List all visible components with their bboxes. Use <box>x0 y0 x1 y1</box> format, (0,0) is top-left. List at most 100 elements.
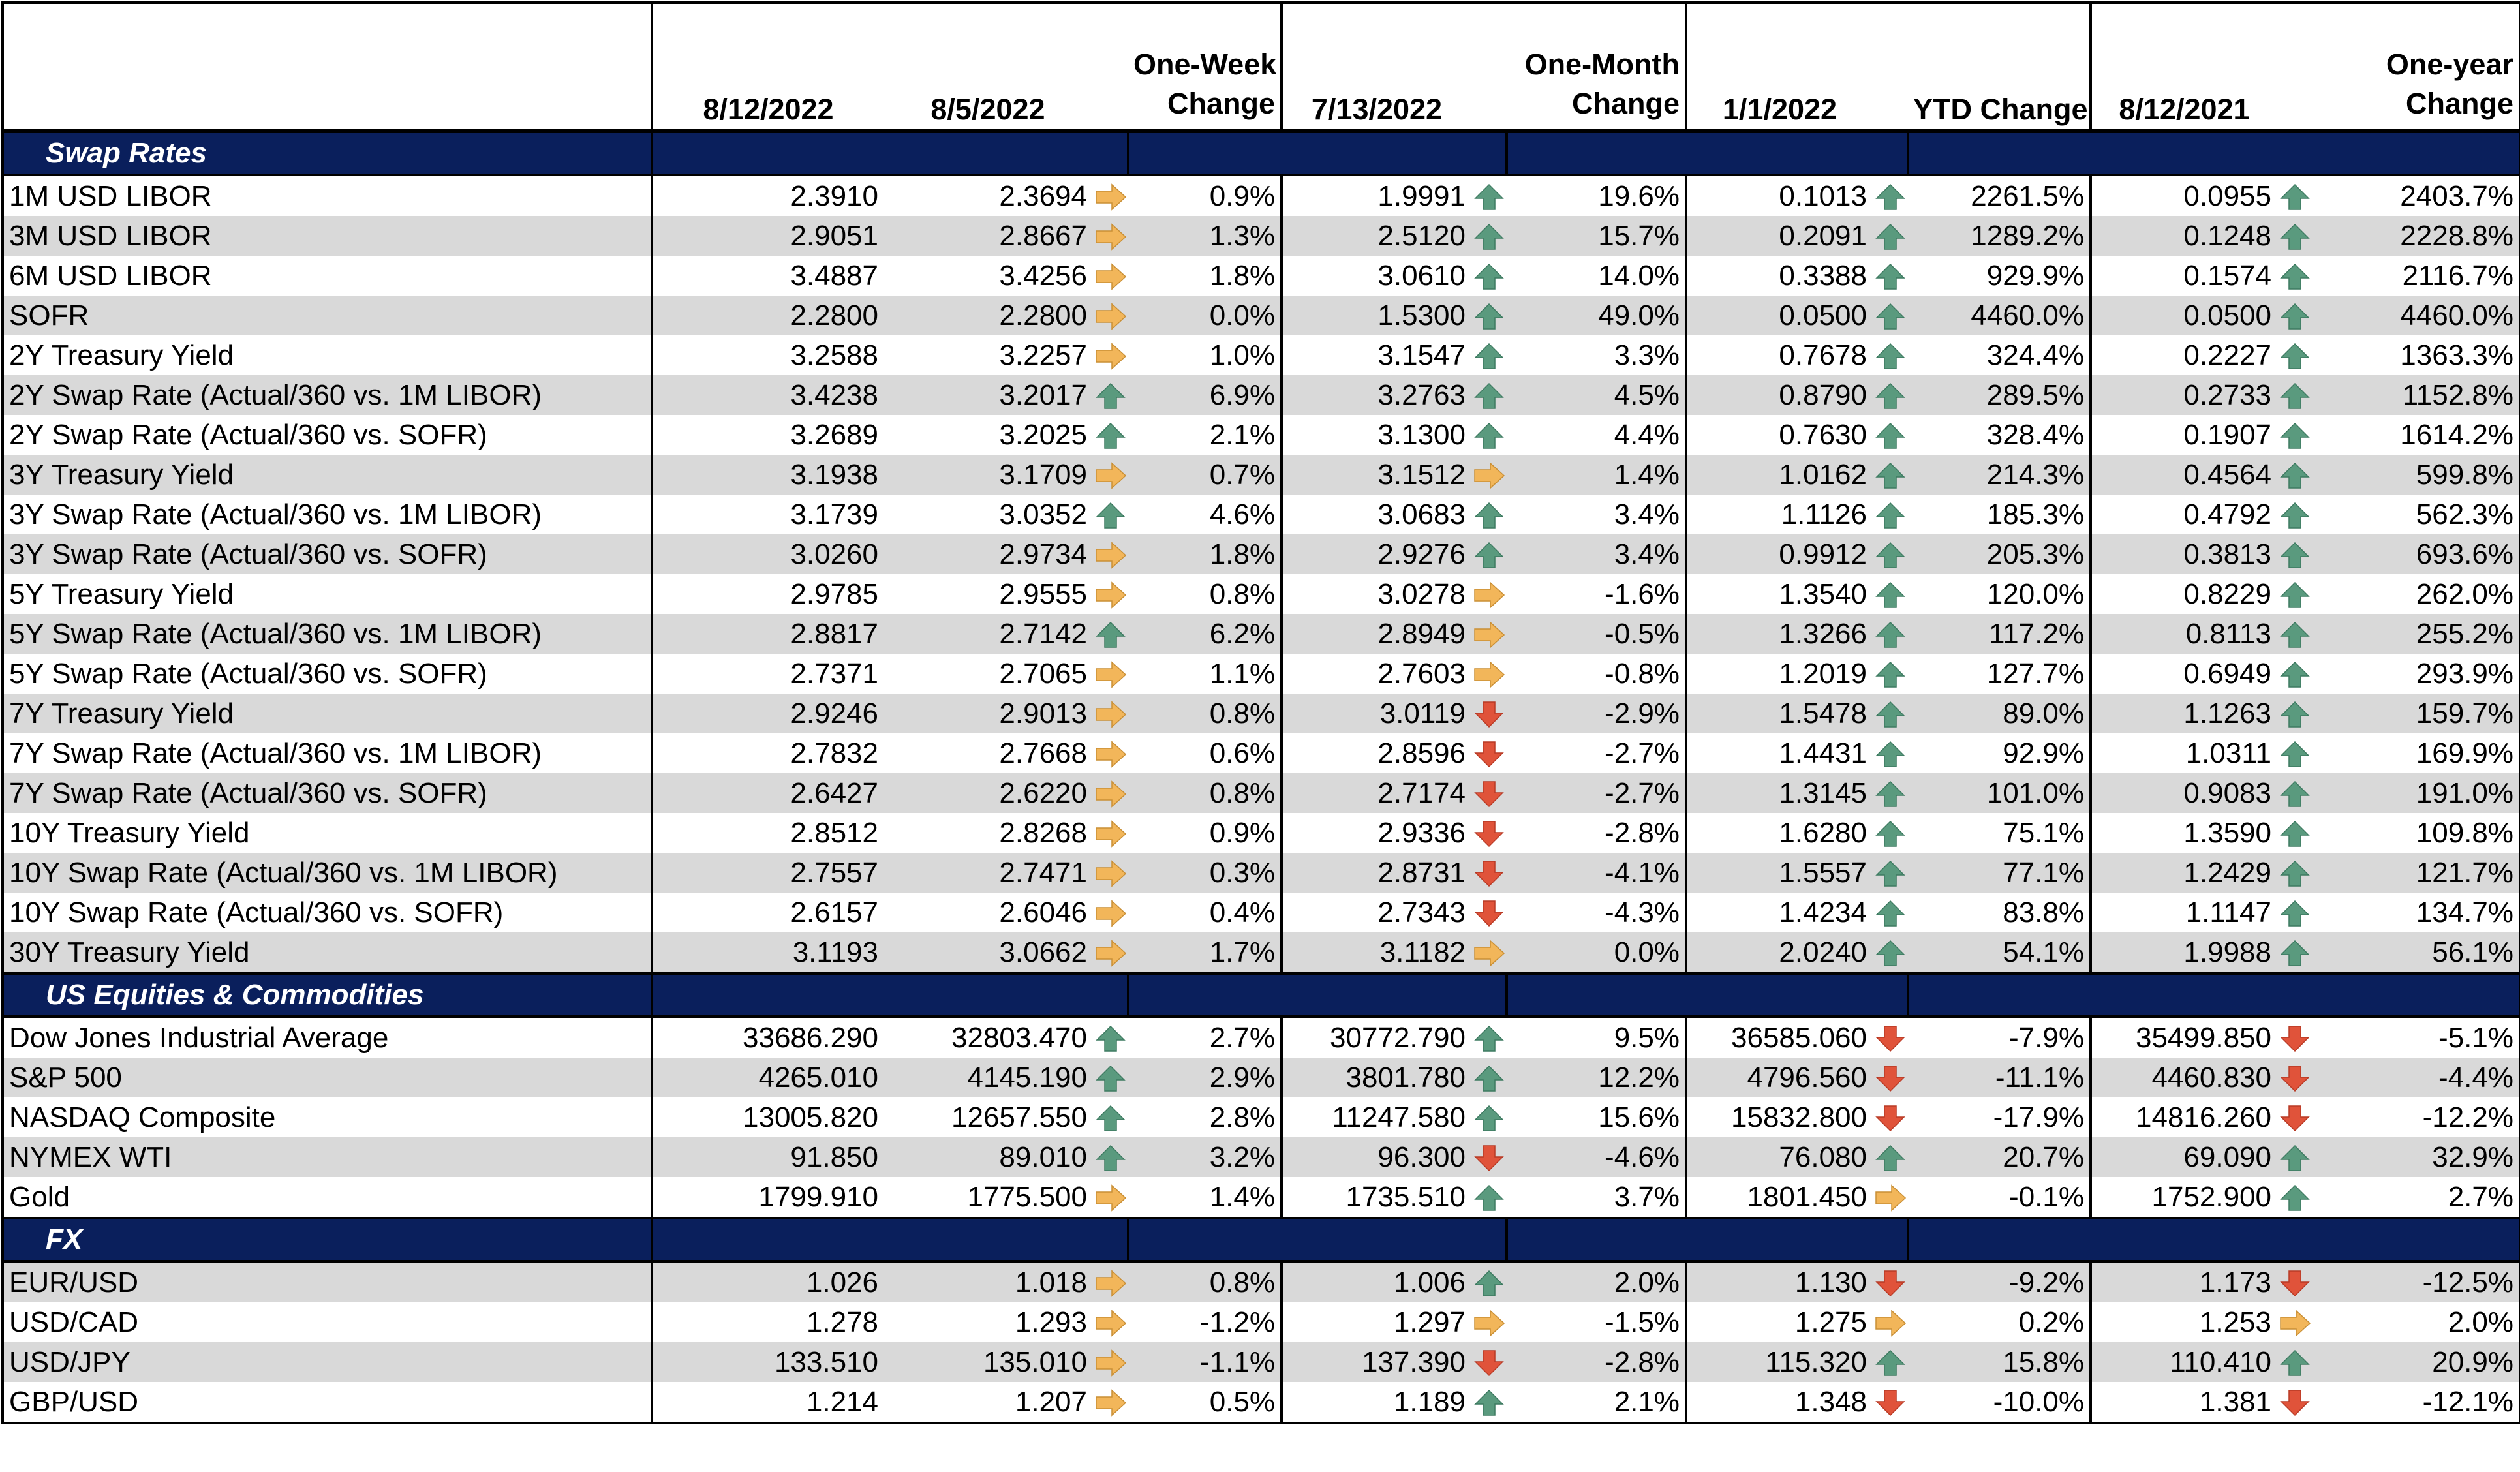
week-trend-indicator <box>1092 495 1128 534</box>
year-trend-indicator <box>2277 1382 2313 1423</box>
arrow-right-icon <box>1094 939 1128 968</box>
value-current: 2.9785 <box>651 574 884 614</box>
value-week-ago: 32803.470 <box>951 1021 1087 1054</box>
header-week-ind <box>1092 3 1128 133</box>
arrow-up-icon <box>1094 1104 1128 1133</box>
ytd-trend-indicator <box>1872 495 1908 534</box>
value-ytd-start: 0.0500 <box>1685 296 1872 335</box>
arrow-up-icon <box>1873 541 1907 570</box>
value-year-ago: 0.2227 <box>2089 335 2277 375</box>
value-month-ago: 2.8596 <box>1280 733 1471 773</box>
value-year-ago: 1.3590 <box>2089 813 2277 853</box>
value-month-ago: 2.8731 <box>1280 853 1471 893</box>
section-fill-cell <box>1686 972 1872 1018</box>
week-change: 3.2% <box>1128 1137 1282 1177</box>
year-change: 159.7% <box>2313 694 2520 733</box>
table-row: 3Y Swap Rate (Actual/360 vs. SOFR) 3.0260… <box>3 534 2520 574</box>
section-fill-cell <box>884 130 1092 176</box>
table-row: NASDAQ Composite 13005.820 12657.550 2.8% 11… <box>3 1097 2520 1137</box>
arrow-right-icon <box>1472 621 1506 649</box>
table-body: Swap Rates 1M USD LIBOR 2.3910 2.3694 0.9% 1.… <box>3 130 2520 1423</box>
week-change: 1.7% <box>1128 932 1282 974</box>
section-title: Swap Rates <box>3 130 652 176</box>
value-year-ago: 1752.900 <box>2089 1177 2277 1218</box>
section-fill-cell <box>2277 1217 2313 1263</box>
month-change: 0.0% <box>1507 932 1686 974</box>
arrow-up-icon <box>1873 820 1907 848</box>
arrow-up-icon <box>1094 1064 1128 1093</box>
value-ytd-start: 1.4234 <box>1685 893 1872 932</box>
value-year-ago: 1.173 <box>2089 1261 2277 1302</box>
year-change: 693.6% <box>2313 534 2520 574</box>
month-trend-indicator <box>1471 733 1507 773</box>
section-fill-cell <box>2313 1217 2520 1263</box>
arrow-up-icon <box>1873 302 1907 331</box>
section-fill-cell <box>1505 1217 1686 1263</box>
arrow-up-icon <box>1873 183 1907 211</box>
row-label: 5Y Swap Rate (Actual/360 vs. SOFR) <box>9 657 487 690</box>
month-trend-indicator <box>1471 495 1507 534</box>
week-change: 2.1% <box>1209 418 1275 451</box>
month-trend-indicator <box>1471 654 1507 694</box>
week-change: 1.3% <box>1128 216 1282 256</box>
ytd-change: 205.3% <box>1908 534 2091 574</box>
arrow-right-icon <box>1094 700 1128 729</box>
month-trend-indicator <box>1471 256 1507 296</box>
year-trend-indicator <box>2277 175 2313 216</box>
arrow-right-icon <box>1094 1309 1128 1338</box>
value-current: 2.7557 <box>651 853 884 893</box>
section-fill-cell <box>651 972 884 1018</box>
month-change: -2.9% <box>1507 694 1686 733</box>
row-label: 10Y Treasury Yield <box>9 816 250 849</box>
arrow-up-icon <box>1472 501 1506 530</box>
header-ytd-change: YTD Change <box>1908 3 2091 133</box>
arrow-up-icon <box>2278 899 2312 928</box>
row-label: 5Y Treasury Yield <box>9 577 234 610</box>
value-month-ago: 2.5120 <box>1280 216 1471 256</box>
value-week-ago: 1.207 <box>1015 1385 1087 1418</box>
arrow-right-icon <box>1094 1184 1128 1212</box>
arrow-down-icon <box>1873 1104 1907 1133</box>
value-week-ago: 2.7065 <box>999 657 1087 690</box>
row-label: 30Y Treasury Yield <box>3 932 652 974</box>
year-trend-indicator <box>2277 733 2313 773</box>
week-trend-indicator <box>1092 415 1128 455</box>
table-row: 7Y Swap Rate (Actual/360 vs. SOFR) 2.6427… <box>3 773 2520 813</box>
row-label: NASDAQ Composite <box>9 1101 276 1133</box>
value-year-ago: 0.3813 <box>2089 534 2277 574</box>
value-ytd-start: 1.0162 <box>1685 455 1872 495</box>
month-trend-indicator <box>1471 1058 1507 1097</box>
table-row: 30Y Treasury Yield 3.1193 3.0662 1.7% 3.1182… <box>3 932 2520 974</box>
ytd-trend-indicator <box>1872 1261 1908 1302</box>
value-month-ago: 3.0119 <box>1280 694 1471 733</box>
value-week-ago: 3.0352 <box>999 498 1087 530</box>
value-current: 3.4887 <box>651 256 884 296</box>
value-ytd-start: 1.275 <box>1685 1302 1872 1342</box>
section-header-row: Swap Rates <box>3 130 2520 176</box>
arrow-down-icon <box>1873 1269 1907 1298</box>
value-month-ago: 2.7603 <box>1280 654 1471 694</box>
value-ytd-start: 1.3266 <box>1685 614 1872 654</box>
value-ytd-start: 0.2091 <box>1685 216 1872 256</box>
ytd-trend-indicator <box>1872 1058 1908 1097</box>
value-month-ago: 3.1547 <box>1280 335 1471 375</box>
month-change: -2.7% <box>1507 773 1686 813</box>
month-trend-indicator <box>1471 175 1507 216</box>
row-label: 6M USD LIBOR <box>9 259 212 292</box>
year-trend-indicator <box>2277 654 2313 694</box>
arrow-up-icon <box>1472 422 1506 450</box>
month-change: 2.1% <box>1614 1385 1680 1418</box>
month-trend-indicator <box>1471 614 1507 654</box>
arrow-right-icon <box>1873 1184 1907 1212</box>
year-change: 169.9% <box>2416 737 2513 769</box>
table-row: 1M USD LIBOR 2.3910 2.3694 0.9% 1.9991 19.6% 0… <box>3 175 2520 216</box>
value-year-ago: 0.8229 <box>2089 574 2277 614</box>
arrow-up-icon <box>1873 262 1907 291</box>
month-change: 12.2% <box>1507 1058 1686 1097</box>
arrow-up-icon <box>2278 1144 2312 1173</box>
value-ytd-start: 15832.800 <box>1685 1097 1872 1137</box>
value-month-ago: 2.8949 <box>1280 614 1471 654</box>
value-week-ago: 3.2025 <box>999 418 1087 451</box>
week-change: 0.8% <box>1128 694 1282 733</box>
row-label: S&P 500 <box>3 1058 652 1097</box>
